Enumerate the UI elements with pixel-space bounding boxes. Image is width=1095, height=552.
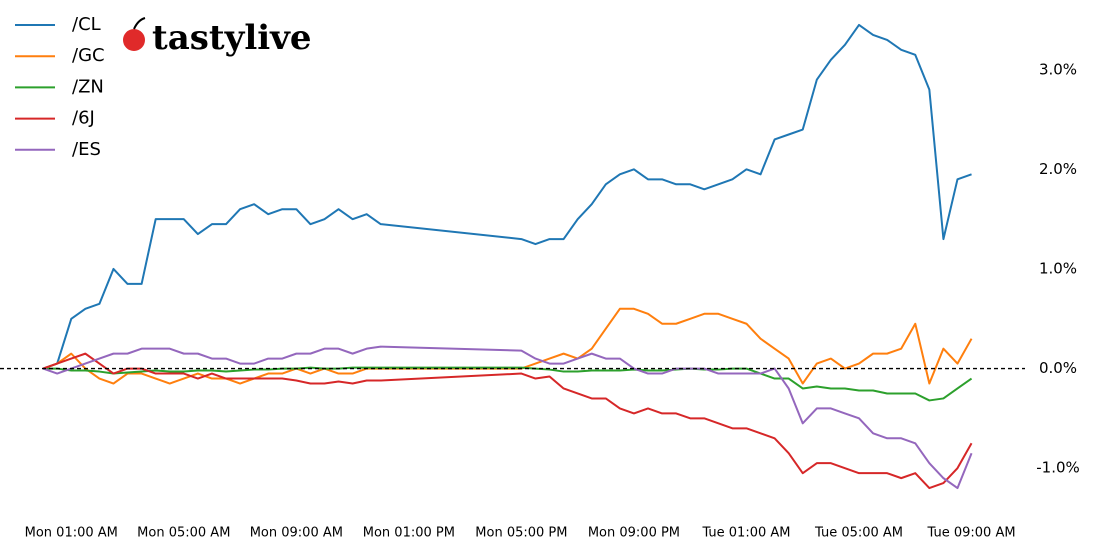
y-tick-label: 0.0% bbox=[1039, 359, 1077, 377]
series-line bbox=[42, 352, 973, 490]
x-tick-label: Mon 09:00 PM bbox=[588, 526, 680, 541]
logo-icon bbox=[123, 29, 145, 51]
x-tick-label: Tue 09:00 AM bbox=[927, 526, 1016, 541]
series-line bbox=[42, 345, 973, 490]
x-tick-label: Mon 05:00 PM bbox=[475, 526, 567, 541]
legend-label: /CL bbox=[72, 14, 101, 35]
y-tick-label: 3.0% bbox=[1039, 60, 1077, 78]
logo: tastylive bbox=[152, 18, 312, 58]
x-tick-label: Mon 05:00 AM bbox=[137, 526, 230, 541]
legend-label: /GC bbox=[72, 45, 105, 66]
x-tick-label: Mon 01:00 PM bbox=[363, 526, 455, 541]
legend-label: /ZN bbox=[72, 76, 104, 97]
legend-label: /ES bbox=[72, 139, 101, 160]
legend-label: /6J bbox=[72, 108, 95, 129]
x-tick-label: Mon 09:00 AM bbox=[250, 526, 343, 541]
y-tick-label: 2.0% bbox=[1039, 160, 1077, 178]
series-line bbox=[42, 23, 972, 370]
logo-icon-stem bbox=[133, 17, 146, 30]
x-tick-label: Mon 01:00 AM bbox=[25, 526, 118, 541]
x-tick-label: Tue 01:00 AM bbox=[701, 526, 790, 541]
y-tick-label: 1.0% bbox=[1039, 259, 1077, 277]
x-tick-label: Tue 05:00 AM bbox=[814, 526, 903, 541]
y-tick-label: -1.0% bbox=[1036, 459, 1080, 477]
series-line bbox=[43, 366, 973, 402]
series-line bbox=[42, 307, 973, 385]
